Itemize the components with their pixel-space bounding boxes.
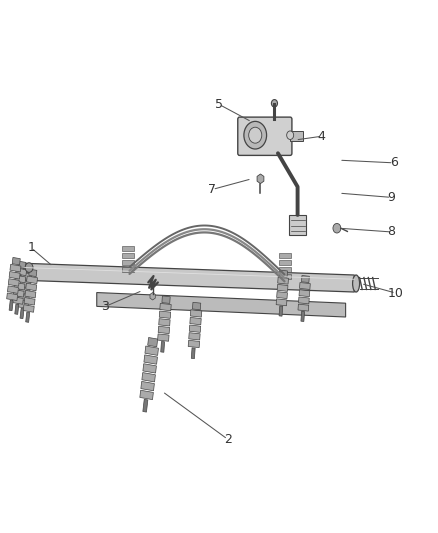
Bar bbox=[20, 279, 31, 287]
Polygon shape bbox=[97, 293, 346, 317]
Bar bbox=[12, 257, 20, 265]
Bar bbox=[188, 340, 200, 348]
Circle shape bbox=[25, 263, 33, 272]
Text: 4: 4 bbox=[318, 130, 325, 143]
Bar bbox=[301, 311, 304, 321]
Bar bbox=[277, 285, 288, 292]
Bar bbox=[190, 317, 201, 325]
Bar bbox=[159, 319, 170, 326]
Bar bbox=[279, 306, 283, 316]
Bar bbox=[279, 270, 287, 277]
Bar bbox=[26, 283, 37, 291]
Bar bbox=[8, 279, 19, 286]
Bar bbox=[12, 297, 23, 304]
Bar bbox=[161, 342, 165, 352]
Bar bbox=[15, 304, 19, 314]
FancyBboxPatch shape bbox=[238, 117, 292, 156]
Bar bbox=[7, 293, 18, 301]
Bar bbox=[279, 267, 291, 272]
Bar bbox=[298, 297, 309, 304]
Text: 9: 9 bbox=[388, 191, 396, 204]
Ellipse shape bbox=[244, 122, 267, 149]
Bar bbox=[279, 260, 291, 265]
Bar bbox=[18, 261, 26, 269]
Bar bbox=[189, 325, 201, 333]
Ellipse shape bbox=[287, 131, 293, 140]
Bar bbox=[122, 246, 134, 251]
Bar bbox=[301, 276, 309, 282]
Bar bbox=[7, 286, 18, 293]
Bar bbox=[140, 390, 153, 400]
Bar bbox=[189, 333, 200, 340]
Bar bbox=[144, 355, 157, 364]
Bar bbox=[162, 296, 170, 303]
Bar bbox=[15, 275, 26, 283]
Bar bbox=[278, 277, 289, 284]
Bar bbox=[23, 305, 34, 312]
Bar bbox=[10, 264, 21, 272]
Bar bbox=[191, 348, 195, 359]
Ellipse shape bbox=[249, 127, 262, 143]
Text: 10: 10 bbox=[388, 287, 404, 300]
Bar bbox=[279, 274, 291, 279]
Text: 2: 2 bbox=[224, 433, 232, 446]
Bar bbox=[141, 382, 154, 391]
Bar bbox=[25, 290, 36, 298]
Text: 5: 5 bbox=[215, 98, 223, 111]
Bar bbox=[23, 265, 31, 273]
Bar bbox=[158, 326, 170, 334]
Bar bbox=[277, 292, 287, 298]
Ellipse shape bbox=[353, 275, 360, 292]
Bar bbox=[27, 276, 38, 284]
Bar bbox=[160, 303, 171, 311]
Bar bbox=[158, 334, 169, 341]
Bar bbox=[18, 294, 29, 301]
Bar bbox=[9, 271, 20, 279]
Text: 1: 1 bbox=[27, 241, 35, 254]
Polygon shape bbox=[25, 263, 354, 292]
Bar bbox=[18, 301, 28, 309]
Bar bbox=[289, 215, 306, 235]
Bar bbox=[122, 267, 134, 272]
Bar bbox=[191, 310, 202, 317]
Bar bbox=[159, 311, 171, 318]
Bar bbox=[29, 269, 37, 277]
Bar bbox=[122, 253, 134, 258]
Bar bbox=[192, 302, 201, 310]
Bar bbox=[300, 282, 310, 289]
Circle shape bbox=[333, 223, 341, 233]
Text: 3: 3 bbox=[102, 300, 110, 313]
Bar bbox=[21, 272, 32, 280]
Bar bbox=[276, 299, 287, 306]
Bar bbox=[279, 253, 291, 258]
Bar bbox=[290, 131, 303, 141]
Bar bbox=[19, 287, 30, 294]
Bar bbox=[142, 373, 155, 382]
Bar bbox=[143, 364, 156, 373]
Bar bbox=[143, 399, 148, 412]
Bar bbox=[13, 289, 24, 297]
Bar bbox=[9, 300, 13, 311]
Bar bbox=[16, 268, 27, 276]
Bar bbox=[148, 337, 158, 347]
Bar bbox=[145, 346, 159, 356]
Circle shape bbox=[272, 100, 278, 107]
Bar bbox=[20, 308, 24, 319]
Bar bbox=[298, 304, 309, 311]
Bar bbox=[14, 282, 25, 290]
Bar bbox=[24, 297, 35, 305]
Text: 8: 8 bbox=[388, 225, 396, 238]
Bar bbox=[299, 290, 310, 297]
Bar bbox=[122, 260, 134, 265]
Ellipse shape bbox=[20, 263, 26, 280]
Bar bbox=[26, 312, 30, 322]
Text: 7: 7 bbox=[208, 183, 216, 196]
Text: 6: 6 bbox=[390, 156, 398, 169]
